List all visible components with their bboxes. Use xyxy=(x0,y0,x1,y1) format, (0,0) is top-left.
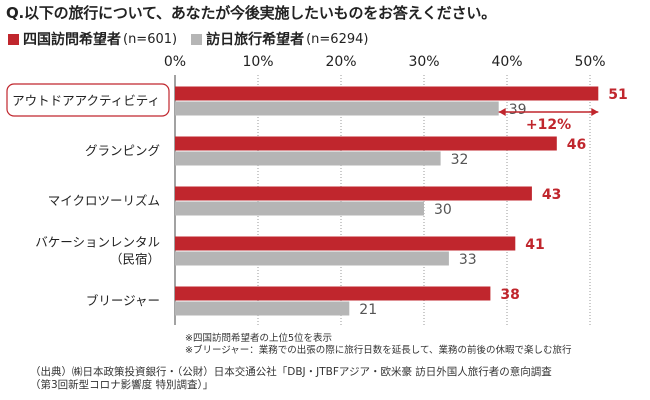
annotation-label: +12% xyxy=(526,117,571,133)
category-label: マイクロツーリズム xyxy=(48,193,160,208)
legend-item-inbound: 訪日旅行希望者 (n=6294) xyxy=(191,29,368,49)
x-tick-label: 50% xyxy=(574,54,605,70)
category-highlight-box xyxy=(6,83,170,117)
x-tick-label: 40% xyxy=(491,54,522,70)
bar-inbound xyxy=(175,201,424,216)
x-tick-label: 20% xyxy=(325,54,356,70)
chart-notes: ※四国訪問希望者の上位5位を表示 ※ブリージャー：業務での出張の際に旅行日数を延… xyxy=(185,333,572,357)
x-tick-label: 30% xyxy=(408,54,439,70)
bar-shikoku xyxy=(175,136,557,151)
annotation-arrowhead-left xyxy=(498,108,506,116)
data-label-shikoku: 43 xyxy=(542,187,561,203)
data-label-inbound: 33 xyxy=(459,252,477,268)
bar-shikoku xyxy=(175,286,491,301)
legend-swatch-inbound xyxy=(191,33,203,45)
category-label: バケーションレンタル xyxy=(35,235,160,250)
source-line: （出典）㈱日本政策投資銀行・（公財）日本交通公社「DBJ・JTBFアジア・欧米豪… xyxy=(30,366,552,378)
category-label: アウトドアアクティビティ xyxy=(12,93,160,108)
data-label-inbound: 21 xyxy=(359,302,377,318)
data-label-shikoku: 51 xyxy=(608,87,627,103)
data-label-shikoku: 46 xyxy=(567,137,586,153)
bar-inbound xyxy=(175,301,350,316)
source-line: （第3回新型コロナ影響度 特別調査）」 xyxy=(30,379,214,391)
data-label-inbound: 39 xyxy=(509,102,527,118)
x-tick-label: 10% xyxy=(242,54,273,70)
bar-shikoku xyxy=(175,186,532,201)
bar-inbound xyxy=(175,151,441,166)
data-label-shikoku: 41 xyxy=(525,237,544,253)
annotation-arrowhead-right xyxy=(591,108,599,116)
legend-swatch-shikoku xyxy=(8,33,19,45)
bar-chart: 0% 10% 20% 30% 40% 50% アウトドアアクティビティ 51 39 グランピング 4… xyxy=(6,54,628,325)
x-tick-label: 0% xyxy=(164,54,186,70)
question-title: Q.以下の旅行について、あなたが今後実施したいものをお答えください。 xyxy=(6,4,497,22)
bar-inbound xyxy=(175,101,499,116)
legend-item-shikoku: 四国訪問希望者 (n=601) xyxy=(8,29,177,49)
data-label-shikoku: 38 xyxy=(500,287,519,303)
bar-shikoku xyxy=(175,236,516,251)
data-label-inbound: 30 xyxy=(434,202,452,218)
legend-label-shikoku: 四国訪問希望者 xyxy=(23,32,121,48)
bar-inbound xyxy=(175,251,449,266)
category-label: （民宿） xyxy=(110,252,160,267)
note-line: ※四国訪問希望者の上位5位を表示 xyxy=(185,333,333,344)
data-label-inbound: 32 xyxy=(451,152,469,168)
legend: 四国訪問希望者 (n=601) 訪日旅行希望者 (n=6294) xyxy=(8,29,382,49)
legend-n-shikoku: (n=601) xyxy=(123,31,178,47)
note-line: ※ブリージャー：業務での出張の際に旅行日数を延長して、業務の前後の休暇で楽しむ旅… xyxy=(185,345,572,356)
bar-shikoku xyxy=(175,86,599,101)
source-citation: （出典）㈱日本政策投資銀行・（公財）日本交通公社「DBJ・JTBFアジア・欧米豪… xyxy=(30,366,552,392)
category-label: ブリージャー xyxy=(86,293,160,308)
legend-label-inbound: 訪日旅行希望者 xyxy=(206,32,305,48)
legend-n-inbound: (n=6294) xyxy=(306,31,369,47)
category-label: グランピング xyxy=(85,143,160,158)
